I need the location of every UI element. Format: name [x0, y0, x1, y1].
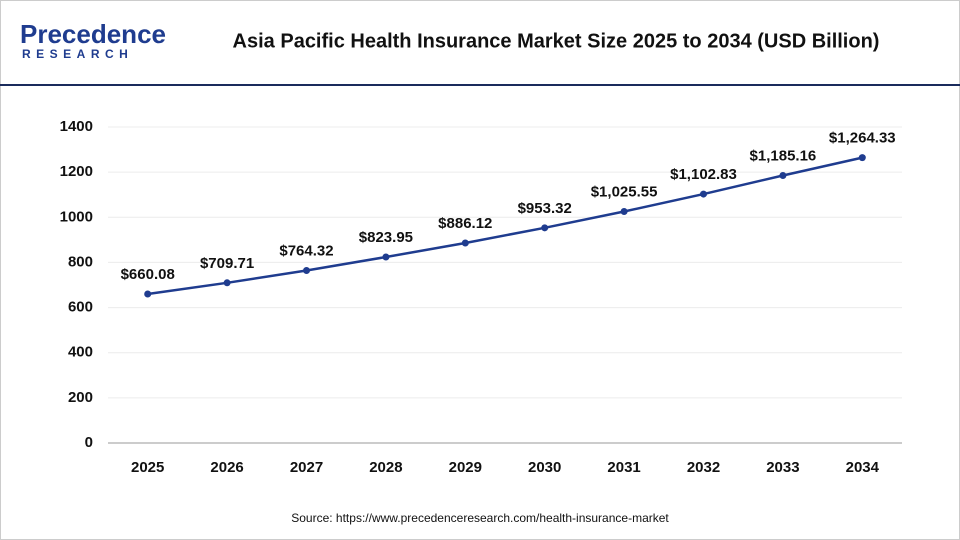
y-tick-label: 800	[68, 253, 93, 270]
value-label: $1,185.16	[750, 147, 817, 164]
value-label: $1,025.55	[591, 183, 658, 200]
x-tick-label: 2032	[687, 459, 720, 476]
y-tick-label: 0	[85, 434, 93, 451]
x-tick-label: 2034	[846, 459, 880, 476]
y-tick-label: 400	[68, 344, 93, 361]
point	[223, 279, 231, 287]
point	[779, 171, 787, 179]
point	[303, 266, 310, 274]
x-tick-label: 2025	[131, 459, 164, 476]
x-tick-label: 2033	[766, 459, 799, 476]
x-tick-label: 2029	[449, 459, 482, 476]
logo-tagline: RESEARCH	[22, 47, 133, 61]
value-label: $1,102.83	[670, 166, 737, 183]
value-label: $1,264.33	[829, 130, 896, 147]
point	[700, 190, 707, 198]
point	[858, 154, 866, 162]
value-label: $709.71	[200, 255, 254, 272]
y-tick-label: 1000	[60, 208, 93, 225]
x-tick-label: 2026	[210, 459, 243, 476]
y-tick-label: 200	[68, 389, 93, 406]
value-label: $660.08	[121, 266, 175, 283]
value-label: $953.32	[518, 200, 572, 217]
y-tick-label: 600	[68, 299, 93, 316]
point	[382, 253, 390, 261]
chart-title: Asia Pacific Health Insurance Market Siz…	[233, 30, 880, 52]
point	[461, 239, 469, 247]
x-tick-label: 2030	[528, 459, 561, 476]
x-tick-label: 2028	[369, 459, 402, 476]
value-label: $764.32	[279, 242, 333, 259]
source: Source: https://www.precedenceresearch.c…	[291, 511, 669, 525]
value-label: $823.95	[359, 229, 413, 246]
y-tick-label: 1400	[60, 118, 93, 135]
point	[541, 224, 549, 232]
point	[144, 290, 152, 298]
point	[620, 208, 628, 216]
y-tick-label: 1200	[60, 163, 93, 180]
x-tick-label: 2027	[290, 459, 323, 476]
value-label: $886.12	[438, 215, 492, 232]
line	[147, 156, 863, 296]
logo-name: Precedence	[20, 19, 166, 49]
x-tick-label: 2031	[607, 459, 640, 476]
